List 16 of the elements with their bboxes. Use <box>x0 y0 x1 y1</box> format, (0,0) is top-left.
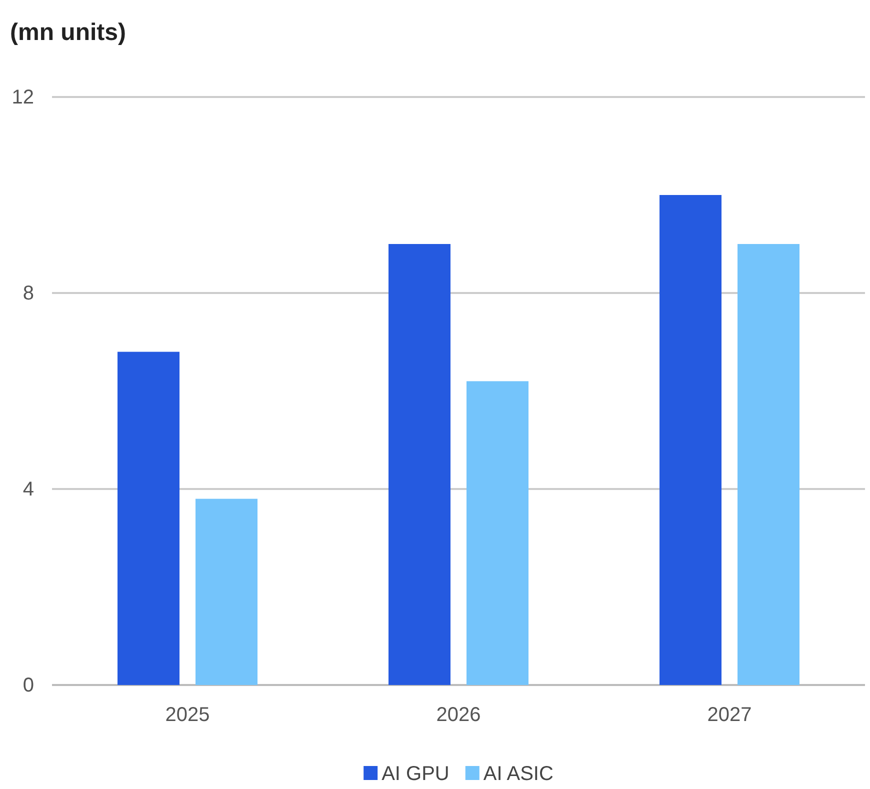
bar <box>738 244 800 685</box>
legend-label: AI ASIC <box>483 763 554 785</box>
x-tick-label: 2026 <box>436 704 481 726</box>
y-axis-title: (mn units) <box>10 19 126 46</box>
y-tick-label: 4 <box>22 478 34 500</box>
bar <box>466 381 528 685</box>
bar <box>388 244 450 685</box>
x-tick-label: 2027 <box>707 704 752 726</box>
bar <box>660 195 722 685</box>
y-tick-label: 0 <box>22 674 34 696</box>
y-tick-label: 8 <box>22 282 34 304</box>
legend-label: AI GPU <box>382 763 450 785</box>
x-tick-label: 2025 <box>165 704 210 726</box>
bar <box>118 352 180 685</box>
bar <box>196 498 258 685</box>
y-tick-label: 12 <box>12 86 34 108</box>
